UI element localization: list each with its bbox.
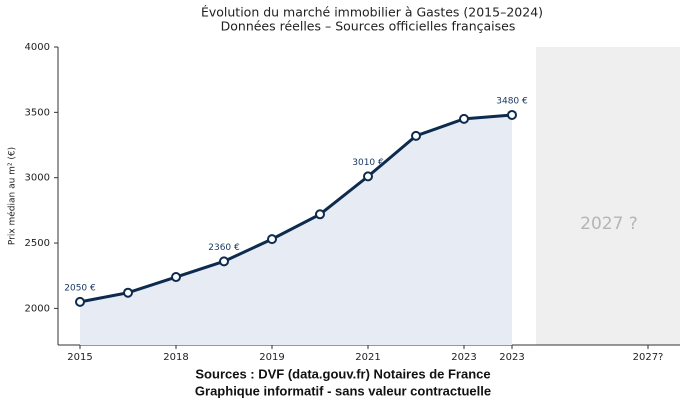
marker bbox=[171, 272, 181, 283]
marker bbox=[123, 287, 133, 298]
footer: Sources : DVF (data.gouv.fr) Notaires de… bbox=[195, 366, 490, 381]
footer: Graphique informatif - sans valeur contr… bbox=[195, 383, 491, 398]
y-tick-label: 2500 bbox=[25, 238, 50, 249]
chart-title: Évolution du marché immobilier à Gastes … bbox=[201, 5, 543, 20]
y-tick-label: 4000 bbox=[25, 42, 50, 53]
x-tick-label: 2023 bbox=[499, 352, 524, 363]
marker bbox=[411, 130, 421, 141]
marker bbox=[507, 109, 517, 120]
forecast-label: 2027 ? bbox=[580, 214, 638, 234]
y-tick-label: 2000 bbox=[25, 303, 50, 314]
marker bbox=[267, 234, 277, 245]
chart-subtitle: Données réelles – Sources officielles fr… bbox=[221, 19, 516, 34]
x-tick-label: 2021 bbox=[355, 352, 380, 363]
value-label: 2050 € bbox=[64, 283, 96, 293]
value-label: 3480 € bbox=[496, 96, 528, 106]
line bbox=[79, 113, 513, 304]
marker bbox=[315, 209, 325, 220]
marker bbox=[75, 296, 85, 307]
value-label: 3010 € bbox=[352, 158, 384, 168]
marker bbox=[363, 171, 373, 182]
x-tick-label: 2027? bbox=[633, 352, 664, 363]
x-tick-label: 2015 bbox=[67, 352, 92, 363]
y-axis-label: Prix médian au m² (€) bbox=[7, 147, 18, 245]
forecast-region bbox=[536, 47, 680, 345]
y-tick-label: 3500 bbox=[25, 107, 50, 118]
x-tick-label: 2019 bbox=[259, 352, 284, 363]
x-tick-label: 2018 bbox=[163, 352, 188, 363]
x-tick-label: 2023 bbox=[451, 352, 476, 363]
y-tick-label: 3000 bbox=[25, 173, 50, 184]
marker bbox=[219, 256, 229, 267]
marker bbox=[459, 113, 469, 124]
area bbox=[80, 114, 512, 346]
value-label: 2360 € bbox=[208, 243, 240, 253]
